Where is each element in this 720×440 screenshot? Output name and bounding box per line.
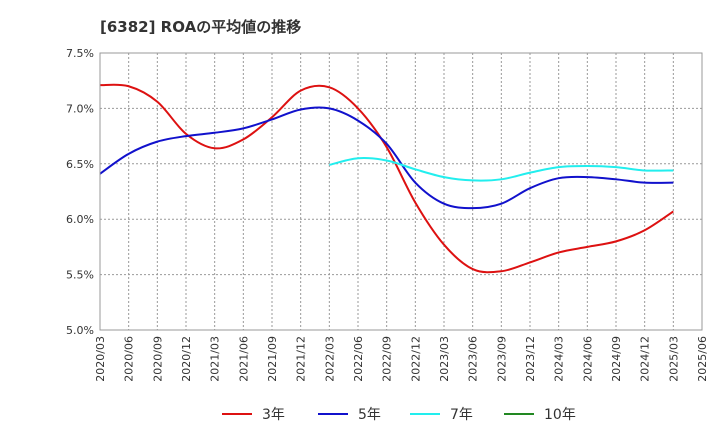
grid-lines (99, 52, 703, 331)
x-tick-label: 2022/09 (381, 336, 394, 382)
chart-title: [6382] ROAの平均値の推移 (100, 18, 301, 36)
x-tick-label: 2021/03 (209, 336, 222, 382)
legend-label-4: 10年 (544, 407, 576, 423)
legend-label-2: 5年 (358, 407, 381, 423)
x-tick-label: 2022/03 (323, 336, 336, 382)
x-tick-label: 2021/09 (266, 336, 279, 382)
y-tick-label: 5.0% (66, 324, 94, 337)
x-tick-label: 2021/06 (237, 336, 250, 382)
x-tick-label: 2020/09 (151, 336, 164, 382)
x-tick-label: 2023/06 (467, 336, 480, 382)
axes: 5.0% 5.5% 6.0% 6.5% 7.0% 7.5% 2020/03 2020/06 20… (66, 47, 709, 382)
x-tick-label: 2020/03 (94, 336, 107, 382)
x-tick-label: 2020/12 (180, 336, 193, 382)
y-tick-label: 5.5% (66, 269, 94, 282)
x-tick-label: 2022/12 (409, 336, 422, 382)
x-tick-label: 2020/06 (123, 336, 136, 382)
y-tick-label: 6.5% (66, 158, 94, 171)
x-tick-label: 2024/06 (581, 336, 594, 382)
series-lines (99, 83, 674, 274)
x-tick-label: 2025/03 (667, 336, 680, 382)
series-line-1 (99, 83, 674, 274)
x-tick-label: 2024/09 (610, 336, 623, 382)
legend-label-3: 7年 (450, 407, 473, 423)
y-tick-label: 6.0% (66, 213, 94, 226)
series-line-2 (99, 106, 674, 210)
x-tick-label: 2024/03 (553, 336, 566, 382)
x-tick-label: 2023/12 (524, 336, 537, 382)
x-tick-label: 2023/03 (438, 336, 451, 382)
y-tick-label: 7.0% (66, 102, 94, 115)
y-tick-label: 7.5% (66, 47, 94, 60)
legend: 3年 5年 7年 10年 (222, 407, 576, 423)
x-tick-label: 2021/12 (295, 336, 308, 382)
series-line-3 (329, 157, 674, 182)
plot-frame (99, 52, 703, 331)
x-tick-label: 2023/09 (495, 336, 508, 382)
x-tick-label: 2022/06 (352, 336, 365, 382)
x-tick-label: 2025/06 (696, 336, 709, 382)
legend-label-1: 3年 (262, 407, 285, 423)
x-tick-label: 2024/12 (639, 336, 652, 382)
